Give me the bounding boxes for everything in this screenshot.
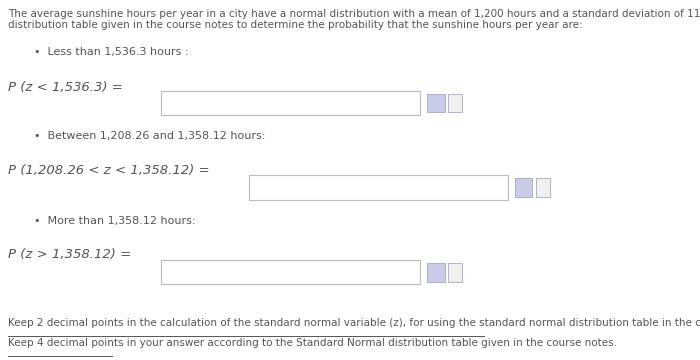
- FancyBboxPatch shape: [448, 263, 462, 282]
- Text: P (z < 1,536.3) =: P (z < 1,536.3) =: [8, 81, 123, 94]
- Text: P (1,208.26 < z < 1,358.12) =: P (1,208.26 < z < 1,358.12) =: [8, 164, 210, 177]
- FancyBboxPatch shape: [427, 263, 444, 282]
- FancyBboxPatch shape: [514, 178, 532, 197]
- Text: •  Less than 1,536.3 hours :: • Less than 1,536.3 hours :: [34, 47, 188, 57]
- FancyBboxPatch shape: [448, 94, 462, 112]
- Text: The average sunshine hours per year in a city have a normal distribution with a : The average sunshine hours per year in a…: [8, 9, 700, 19]
- FancyBboxPatch shape: [161, 91, 420, 115]
- Text: •  More than 1,358.12 hours:: • More than 1,358.12 hours:: [34, 216, 195, 226]
- FancyBboxPatch shape: [427, 94, 444, 112]
- FancyBboxPatch shape: [161, 260, 420, 284]
- Text: Keep 2 decimal points in the calculation of the standard normal variable (z), fo: Keep 2 decimal points in the calculation…: [8, 318, 700, 328]
- Text: Keep 4 decimal points in your answer according to the Standard Normal distributi: Keep 4 decimal points in your answer acc…: [8, 338, 617, 348]
- FancyBboxPatch shape: [536, 178, 550, 197]
- Text: •  Between 1,208.26 and 1,358.12 hours:: • Between 1,208.26 and 1,358.12 hours:: [34, 131, 265, 141]
- FancyBboxPatch shape: [248, 175, 508, 200]
- Text: P (z > 1,358.12) =: P (z > 1,358.12) =: [8, 248, 132, 261]
- Text: distribution table given in the course notes to determine the probability that t: distribution table given in the course n…: [8, 20, 583, 30]
